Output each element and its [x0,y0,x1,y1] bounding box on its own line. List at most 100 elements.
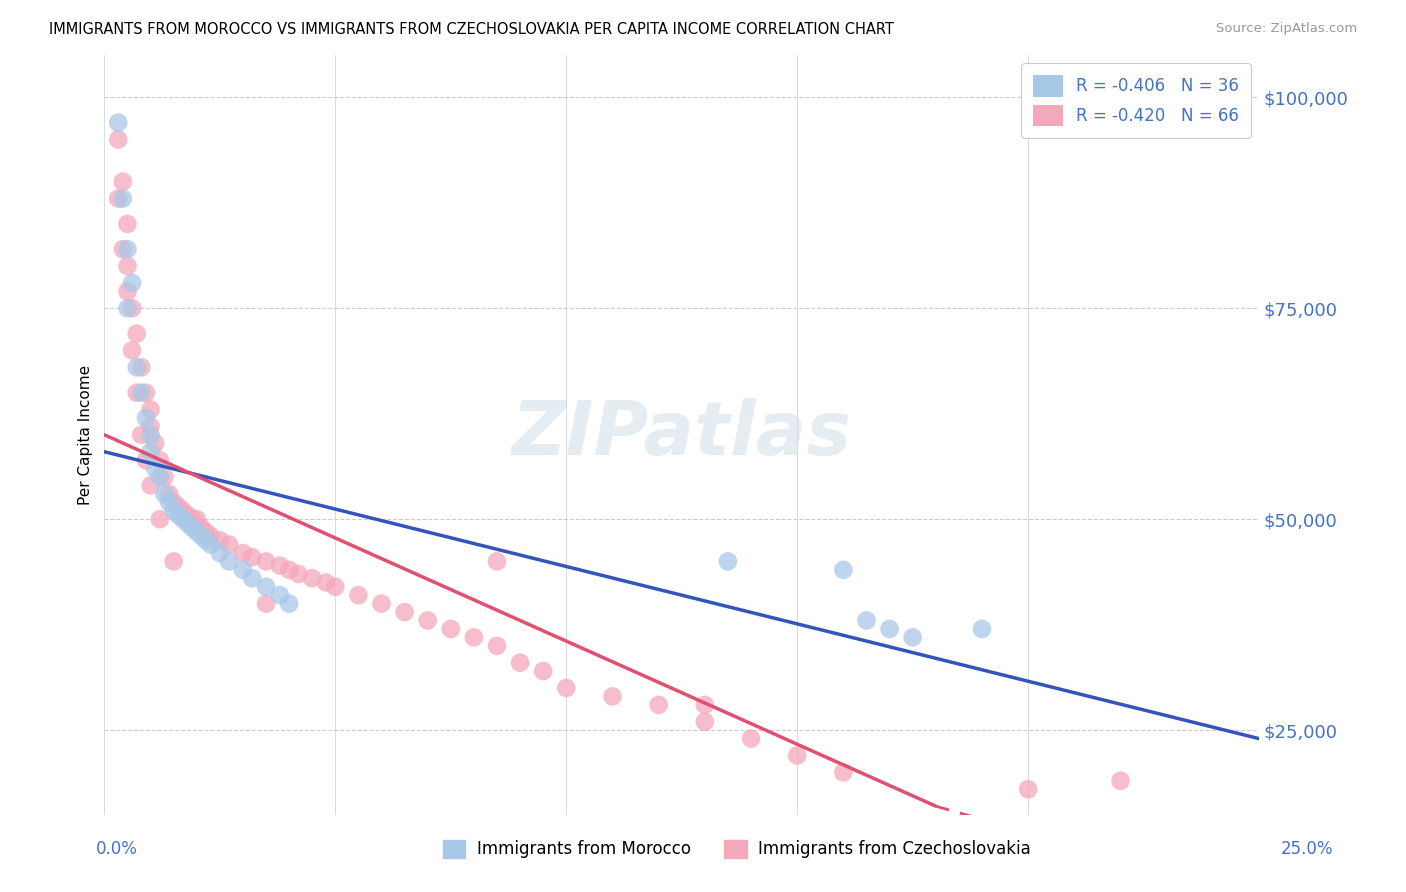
Point [195,524,218,539]
Point [125,385,148,400]
Point [117,217,139,231]
Text: Immigrants from Czechoslovakia: Immigrants from Czechoslovakia [758,840,1031,858]
Point [190,529,212,543]
Point [463,631,485,645]
Point [117,242,139,256]
Point [254,554,277,568]
Point [157,495,180,509]
Point [172,512,194,526]
Point [832,765,855,780]
Point [208,546,231,560]
Point [139,478,162,492]
Point [370,597,392,611]
Point [315,575,337,590]
Point [740,731,762,746]
Point [143,461,166,475]
Point [254,580,277,594]
Point [157,487,180,501]
Point [125,326,148,341]
Point [269,558,291,573]
Point [200,529,222,543]
Point [135,411,157,425]
Point [163,554,186,568]
Point [107,115,129,129]
Text: Immigrants from Morocco: Immigrants from Morocco [477,840,690,858]
Point [190,521,212,535]
Point [139,419,162,434]
Point [121,276,143,290]
Point [181,521,204,535]
Point [208,533,231,548]
Point [131,427,153,442]
Point [172,504,194,518]
Point [131,385,153,400]
Point [1109,773,1132,788]
Point [111,242,134,256]
Point [970,622,993,636]
Point [232,546,254,560]
Point [232,563,254,577]
Point [901,631,924,645]
Point [832,563,855,577]
Text: Source: ZipAtlas.com: Source: ZipAtlas.com [1216,22,1357,36]
Point [186,524,208,539]
Point [200,537,222,551]
Point [254,597,277,611]
Point [135,385,157,400]
Point [269,588,291,602]
Point [111,175,134,189]
Point [323,580,346,594]
Point [240,550,263,565]
Point [111,192,134,206]
Point [186,512,208,526]
Point [121,301,143,316]
Point [186,516,208,531]
Point [149,453,172,467]
Point [163,504,186,518]
Point [485,639,508,653]
Legend: R = -0.406   N = 36, R = -0.420   N = 66: R = -0.406 N = 36, R = -0.420 N = 66 [1021,63,1251,138]
Point [153,470,176,484]
Point [602,690,624,704]
Point [647,698,669,712]
Point [786,748,808,763]
Point [125,360,148,375]
Point [143,436,166,450]
Point [121,343,143,358]
Point [301,571,323,585]
Text: IMMIGRANTS FROM MOROCCO VS IMMIGRANTS FROM CZECHOSLOVAKIA PER CAPITA INCOME CORR: IMMIGRANTS FROM MOROCCO VS IMMIGRANTS FR… [49,22,894,37]
Point [139,427,162,442]
Point [693,714,716,729]
Point [693,698,716,712]
Point [555,681,578,695]
Y-axis label: Per Capita Income: Per Capita Income [79,365,93,505]
Point [278,563,301,577]
Point [167,508,190,522]
Text: 25.0%: 25.0% [1281,840,1333,858]
Point [163,495,186,509]
Point [176,516,198,531]
Point [717,554,740,568]
Point [531,664,554,678]
Point [167,500,190,514]
Point [139,402,162,417]
Point [347,588,370,602]
Point [139,444,162,458]
Point [855,614,877,628]
Point [287,567,309,582]
Point [176,508,198,522]
Point [149,512,172,526]
Point [218,537,240,551]
Point [117,301,139,316]
Point [153,487,176,501]
Point [240,571,263,585]
Point [181,512,204,526]
Text: 0.0%: 0.0% [96,840,138,858]
Point [485,554,508,568]
Point [278,597,301,611]
Point [416,614,439,628]
Point [218,554,240,568]
Point [117,259,139,273]
Point [195,533,218,548]
Point [509,656,531,670]
